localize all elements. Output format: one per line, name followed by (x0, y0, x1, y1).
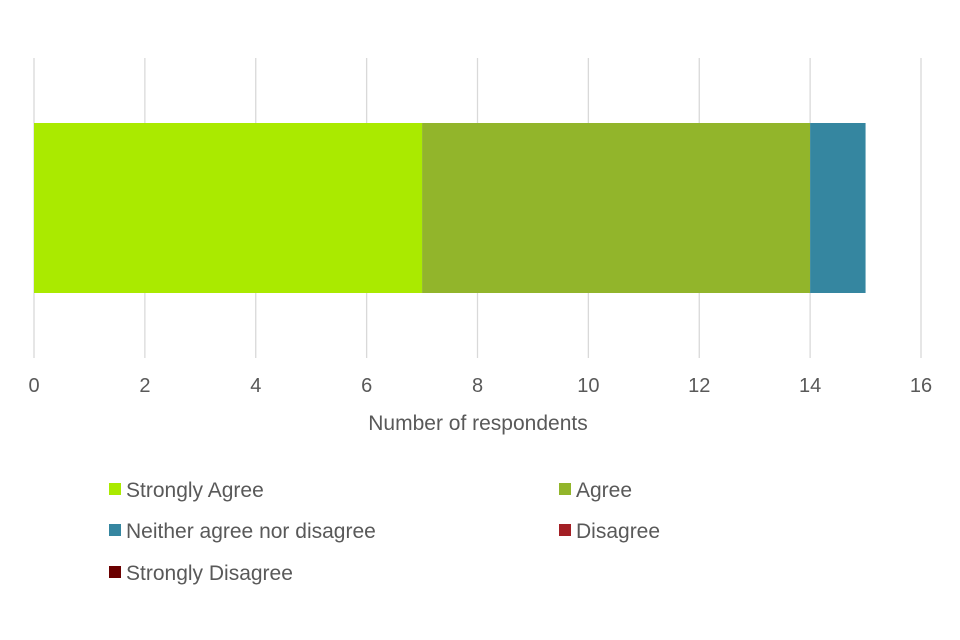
legend-label-strongly-agree: Strongly Agree (126, 479, 264, 502)
x-tick-label: 12 (688, 375, 710, 397)
legend-swatch-strongly-agree (109, 483, 121, 495)
legend-swatch-strongly-disagree (109, 566, 121, 578)
legend-label-agree: Agree (576, 479, 632, 502)
x-tick-label: 10 (577, 375, 599, 397)
x-tick-label: 14 (799, 375, 821, 397)
legend-swatch-disagree (559, 524, 571, 536)
x-tick-label: 16 (910, 375, 932, 397)
bar-segment-strongly-agree (34, 123, 423, 293)
bar-segments (34, 123, 866, 293)
legend-label-neither-agree-nor-disagree: Neither agree nor disagree (126, 520, 376, 543)
legend-swatch-neither-agree-nor-disagree (109, 524, 121, 536)
legend: Strongly Agree Agree Neither agree nor dis… (109, 479, 660, 585)
legend-label-disagree: Disagree (576, 520, 660, 543)
x-axis-ticks: 0 2 4 6 8 10 12 14 16 (28, 375, 932, 397)
bar-segment-agree (422, 123, 811, 293)
legend-label-strongly-disagree: Strongly Disagree (126, 562, 293, 585)
x-tick-label: 6 (361, 375, 372, 397)
x-axis-title: Number of respondents (368, 412, 587, 435)
x-tick-label: 8 (472, 375, 483, 397)
bar-segment-neither-agree-nor-disagree (810, 123, 866, 293)
legend-swatch-agree (559, 483, 571, 495)
x-tick-label: 0 (28, 375, 39, 397)
x-tick-label: 2 (139, 375, 150, 397)
x-tick-label: 4 (250, 375, 261, 397)
